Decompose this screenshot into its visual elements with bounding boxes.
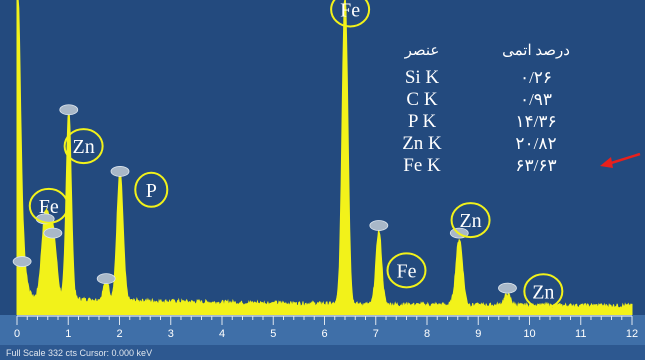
x-tick-label: 7 — [373, 328, 379, 340]
peak-marker — [369, 220, 389, 231]
peak-label: Fe — [397, 260, 417, 282]
peak-marker — [110, 166, 130, 177]
table-element-cell: Zn K — [402, 133, 442, 154]
table-value-cell: ۰/۹۳ — [520, 90, 552, 109]
table-value-cell: ۲۰/۸۲ — [515, 134, 556, 153]
x-tick-label: 1 — [65, 328, 71, 340]
peak-label-circle — [134, 171, 169, 208]
table-element-header: عنصر — [404, 43, 440, 59]
peak-label-circle — [523, 273, 564, 310]
table-value-cell: ۱۴/۳۶ — [515, 112, 556, 131]
peak-label-circle — [63, 128, 104, 165]
table-element-cell: P K — [408, 111, 437, 132]
table-element-cell: C K — [406, 89, 437, 110]
table-value-cell: ۰/۲۶ — [520, 68, 552, 87]
arrow-shaft — [607, 152, 641, 166]
peak-marker — [498, 282, 517, 294]
status-footer: Full Scale 332 cts Cursor: 0.000 keV — [6, 348, 152, 358]
peak-marker — [96, 273, 116, 285]
x-tick-label: 11 — [575, 328, 586, 340]
x-tick-label: 3 — [168, 328, 174, 340]
x-tick-label: 4 — [219, 328, 225, 340]
peak-label-circle — [450, 202, 491, 239]
table-element-cell: Si K — [405, 67, 440, 88]
x-tick-label: 8 — [424, 328, 430, 340]
x-tick-label: 9 — [475, 328, 481, 340]
peak-label: P — [146, 180, 157, 202]
footer-strip — [0, 345, 645, 360]
peak-label: Zn — [532, 281, 554, 303]
table-element-cell: Fe K — [403, 155, 441, 176]
peak-label-circle — [28, 187, 69, 224]
x-axis-strip — [0, 315, 645, 345]
peak-label: Fe — [340, 0, 360, 21]
table-value-header: درصد اتمی — [502, 43, 570, 59]
arrow-head — [600, 157, 613, 168]
x-tick-label: 2 — [116, 328, 122, 340]
peak-label-circle — [330, 0, 371, 28]
peak-label: Zn — [73, 136, 95, 158]
x-tick-label: 5 — [270, 328, 276, 340]
x-tick-label: 6 — [321, 328, 327, 340]
table-value-cell: ۶۳/۶۳ — [515, 156, 556, 175]
peak-label: Fe — [39, 196, 59, 218]
x-tick-label: 0 — [14, 328, 20, 340]
x-tick-label: 10 — [523, 328, 535, 340]
peak-marker — [59, 104, 79, 116]
peak-label-circle — [386, 252, 427, 289]
x-tick-label: 12 — [626, 328, 638, 340]
peak-marker — [43, 227, 63, 239]
peak-marker — [12, 256, 32, 267]
peak-label: Zn — [459, 210, 481, 232]
